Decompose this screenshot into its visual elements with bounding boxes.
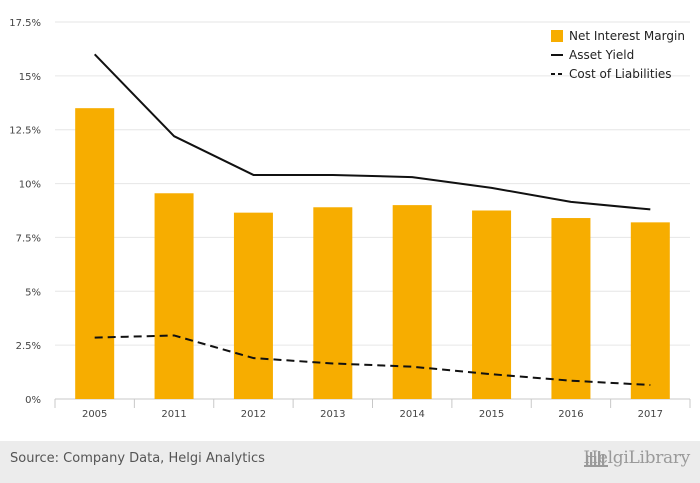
y-tick-label: 5% xyxy=(25,287,41,298)
legend-label: Net Interest Margin xyxy=(569,29,685,43)
x-tick-label: 2013 xyxy=(320,409,345,420)
x-tick-label: 2017 xyxy=(638,409,663,420)
bar-net-interest-margin xyxy=(551,218,591,399)
y-tick-label: 15% xyxy=(19,72,41,83)
y-tick-label: 17.5% xyxy=(9,18,41,29)
x-tick-label: 2012 xyxy=(241,409,266,420)
brand-logo: HelgiLibrary xyxy=(583,448,690,468)
line-asset-yield xyxy=(93,53,651,211)
bar-net-interest-margin xyxy=(313,207,353,399)
y-tick-label: 7.5% xyxy=(16,233,41,244)
legend-label: Asset Yield xyxy=(569,48,634,62)
legend-label: Cost of Liabilities xyxy=(569,67,672,81)
brand-name: HelgiLibrary xyxy=(583,448,690,468)
bar-net-interest-margin xyxy=(233,212,273,399)
bar-net-interest-margin xyxy=(75,108,115,400)
x-tick-label: 2014 xyxy=(399,409,424,420)
line-cost-of-liabilities xyxy=(94,334,651,386)
bar-net-interest-margin xyxy=(154,193,194,399)
footer-bar xyxy=(0,441,700,483)
y-tick-label: 2.5% xyxy=(16,341,41,352)
legend-swatch-net-interest-margin xyxy=(551,30,563,42)
y-tick-label: 0% xyxy=(25,395,41,406)
x-tick-label: 2011 xyxy=(161,409,186,420)
bar-net-interest-margin xyxy=(472,210,512,399)
x-tick-label: 2016 xyxy=(558,409,583,420)
x-tick-label: 2005 xyxy=(82,409,107,420)
y-tick-label: 10% xyxy=(19,180,41,191)
source-note: Source: Company Data, Helgi Analytics xyxy=(10,451,265,466)
y-tick-label: 12.5% xyxy=(9,126,41,137)
bar-net-interest-margin xyxy=(630,222,670,399)
combo-chart: 0% 2.5% 5% 7.5% 10% 12.5% 15% 17.5% 2005 2011 2012… xyxy=(9,18,691,420)
library-icon xyxy=(584,451,609,467)
x-tick-label: 2015 xyxy=(479,409,504,420)
bar-net-interest-margin xyxy=(392,205,432,399)
